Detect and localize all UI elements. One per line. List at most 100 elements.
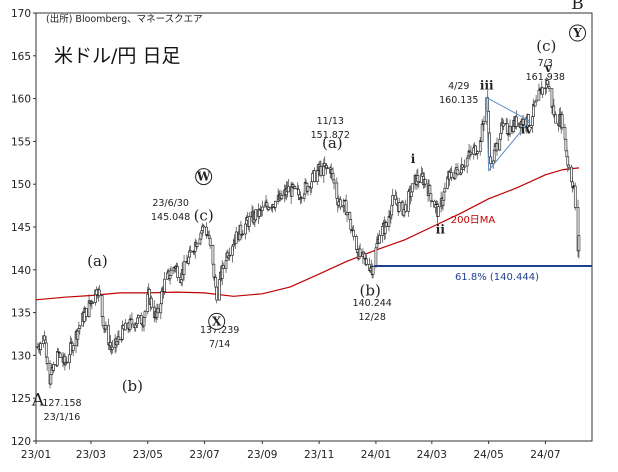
annotations: 61.8% (140.444) 200日MA 127.158 23/1/16 23/6/… (31, 0, 592, 423)
price-bar-body (476, 151, 479, 154)
price-bar-body (306, 186, 310, 192)
price-bar-body (98, 289, 101, 296)
point-label: 11/13 (317, 116, 344, 127)
wave-major-label: B (571, 0, 584, 14)
x-tick-label: 23/07 (189, 449, 219, 461)
price-bar-body (169, 269, 173, 276)
price-bar-body (577, 235, 581, 252)
fib-label: 61.8% (140.444) (455, 272, 539, 283)
price-bar-body (58, 352, 62, 358)
point-label: 161.938 (526, 72, 565, 83)
price-bar-body (428, 185, 432, 195)
y-tick-label: 150 (11, 179, 31, 191)
y-tick-label: 140 (11, 265, 31, 277)
price-bar-body (215, 286, 218, 301)
wave-minor-label: ii (436, 222, 446, 236)
price-bar-body (443, 187, 447, 193)
y-tick-label: 130 (11, 350, 31, 362)
point-label: 7/14 (209, 339, 230, 350)
wave-minor-label: iv (521, 123, 534, 137)
price-bar-body (261, 206, 264, 211)
wave-label: (a) (87, 252, 108, 270)
wave-minor-label: i (411, 152, 416, 166)
wave-circle-label: W (196, 170, 211, 184)
price-bar-body (371, 266, 375, 275)
price-bar-body (156, 307, 160, 314)
price-bar-body (528, 124, 531, 127)
price-bar-body (537, 89, 541, 101)
price-bar-body (374, 247, 378, 267)
ma200-series (35, 167, 580, 301)
price-bar-body (384, 222, 388, 228)
price-bar-body (234, 231, 238, 244)
price-bar-body (202, 225, 205, 228)
price-bar-body (450, 172, 453, 178)
wave-circle (569, 24, 587, 42)
price-bar-body (111, 346, 114, 350)
price-bar-body (78, 325, 82, 329)
price-bar-body (130, 318, 134, 325)
price-bar-body (456, 169, 460, 175)
wave-label: (c) (536, 37, 556, 55)
price-bar-body (515, 116, 518, 127)
ma200-label: 200日MA (451, 215, 496, 226)
point-label: 160.135 (439, 95, 478, 106)
price-bar-body (573, 185, 577, 208)
price-bar-body (52, 364, 55, 371)
wave-circle (195, 168, 213, 186)
price-bar-body (39, 343, 42, 350)
wave-label: (a) (322, 134, 343, 152)
price-bar-body (423, 178, 427, 185)
price-bar-body (345, 211, 349, 216)
price-bar-body (319, 166, 323, 176)
price-bar-body (280, 195, 284, 200)
y-tick-label: 160 (11, 94, 31, 106)
y-tick-label: 170 (11, 8, 31, 20)
axes: 120 125 130 135 140 145 150 155 160 165 170 23/01 23… (11, 8, 593, 461)
price-bar-body (332, 179, 336, 184)
price-bar-body (391, 195, 394, 206)
x-tick-label: 23/11 (304, 449, 334, 461)
point-label: 7/3 (538, 58, 553, 69)
price-bar-body (315, 170, 319, 183)
price-bar-body (358, 248, 362, 257)
price-bar-body (228, 254, 232, 257)
wave-circle-label: X (212, 314, 222, 328)
price-bar-body (567, 164, 571, 168)
chart-title: 米ドル/円 日足 (54, 45, 180, 67)
price-bar-body (404, 204, 408, 212)
price-bar-body (482, 120, 486, 125)
price-bar-body (502, 123, 505, 127)
wave-label: (b) (122, 377, 143, 395)
price-bar-body (442, 191, 446, 201)
price-bar-body (463, 165, 466, 168)
price-bar-body (117, 336, 121, 340)
price-bar-body (100, 295, 104, 317)
x-tick-label: 23/03 (76, 449, 106, 461)
price-bar-body (469, 152, 473, 155)
price-bar-body (521, 119, 525, 126)
price-series (36, 77, 581, 389)
price-bar-body (534, 99, 538, 103)
wave-minor-label: v (544, 61, 553, 75)
price-bar-body (163, 278, 166, 292)
price-bar-body (417, 181, 421, 183)
price-bar-body (221, 265, 225, 269)
price-bar-body (547, 86, 551, 89)
x-tick-label: 24/01 (361, 449, 391, 461)
price-bar-body (437, 206, 440, 217)
price-bar-body (254, 209, 258, 221)
point-label: 23/1/16 (44, 412, 81, 423)
price-bar-body (495, 143, 499, 151)
price-bar-body (101, 316, 105, 327)
price-bar-body (430, 200, 434, 203)
price-bar-body (160, 290, 164, 305)
price-bar-body (313, 170, 316, 183)
y-tick-label: 135 (11, 308, 31, 320)
price-bar-body (554, 114, 557, 124)
wave-label: (c) (194, 207, 214, 225)
point-label: 12/28 (359, 312, 386, 323)
x-tick-label: 24/07 (530, 449, 560, 461)
price-bar-body (195, 243, 199, 247)
price-bar-body (352, 229, 355, 237)
